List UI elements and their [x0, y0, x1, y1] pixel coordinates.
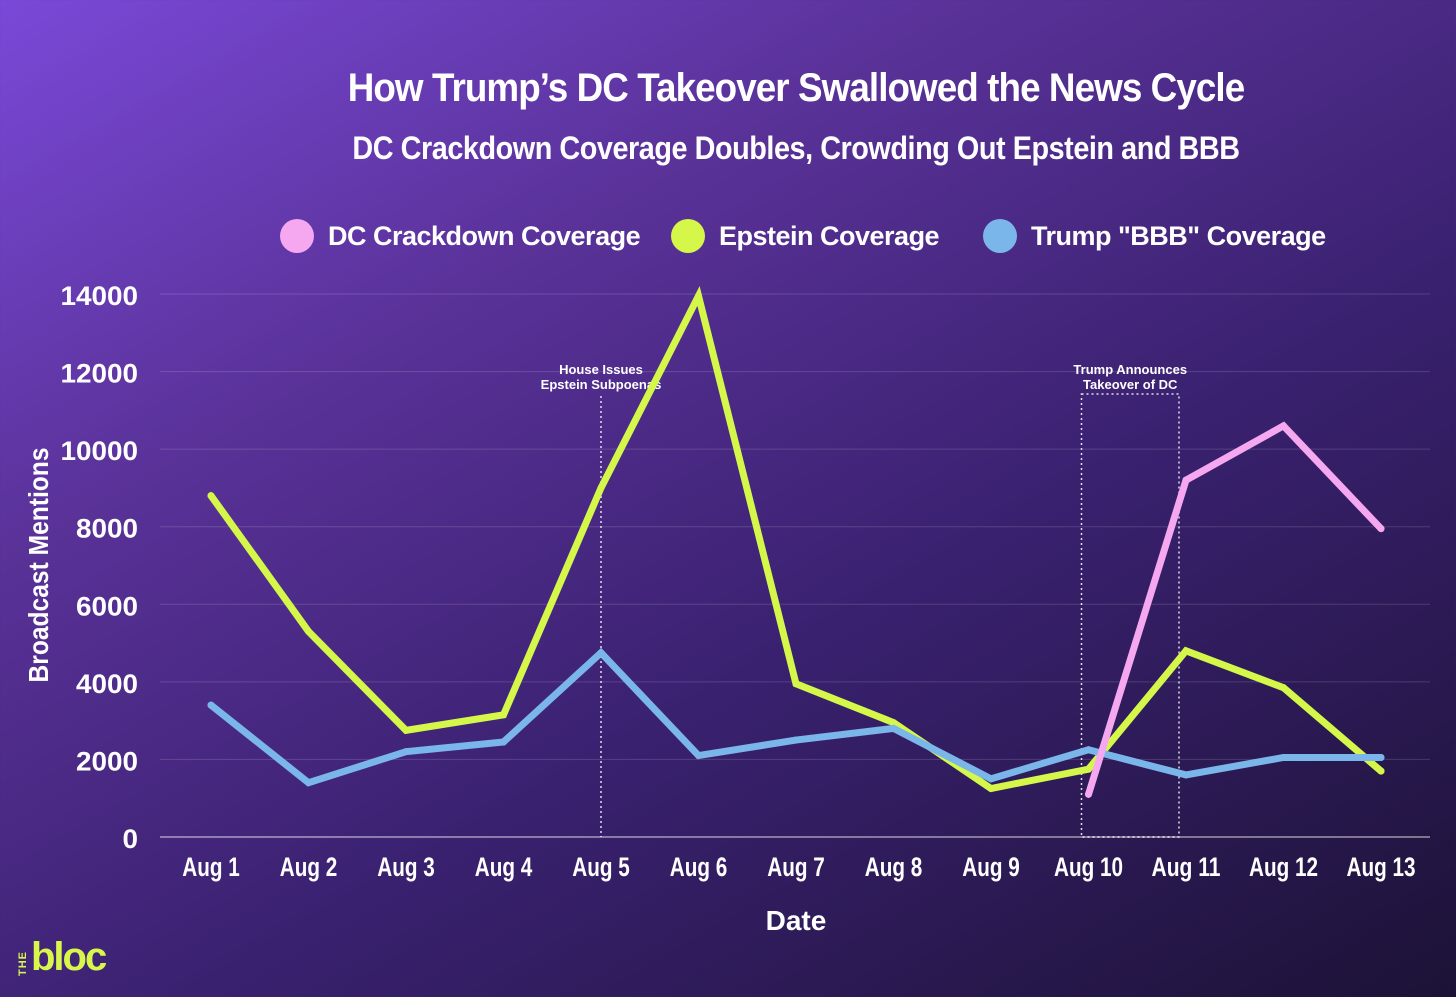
series-line-dc-crackdown [1085, 421, 1385, 798]
annotation-label-house-subpoenas-1: House Issues [559, 362, 643, 377]
data-point-trump-bbb-aug-9 [987, 775, 995, 783]
data-point-trump-bbb-aug-3 [402, 748, 410, 756]
legend-swatch-epstein [671, 219, 705, 253]
data-point-trump-bbb-aug-13 [1377, 753, 1385, 761]
data-point-trump-bbb-aug-10 [1085, 746, 1092, 754]
x-tick-label-aug-8: Aug 8 [865, 852, 923, 882]
annotation-label-dc-takeover-1: Trump Announces [1073, 362, 1187, 377]
y-tick-label-12000: 12000 [61, 359, 139, 389]
data-point-dc-crackdown-aug-11 [1182, 476, 1190, 484]
x-tick-label-aug-2: Aug 2 [280, 852, 338, 882]
x-tick-label-aug-13: Aug 13 [1347, 852, 1416, 882]
series-trump-bbb [207, 647, 1385, 787]
legend-item-epstein: Epstein Coverage [671, 212, 940, 260]
x-tick-label-aug-10: Aug 10 [1054, 852, 1123, 882]
data-point-epstein-aug-1 [207, 492, 215, 500]
data-point-trump-bbb-aug-6 [695, 752, 702, 760]
chart-legend: DC Crackdown Coverage Epstein Coverage T… [0, 212, 1456, 260]
legend-swatch-trump-bbb [983, 219, 1017, 253]
logo-bloc-text: bloc [31, 935, 107, 979]
data-point-epstein-aug-8 [890, 719, 897, 727]
legend-item-trump-bbb: Trump "BBB" Coverage [983, 212, 1326, 260]
data-point-epstein-aug-6 [695, 292, 702, 300]
series-epstein [207, 286, 1385, 793]
annotation-label-house-subpoenas-2: Epstein Subpoenas [541, 377, 662, 392]
x-tick-label-aug-5: Aug 5 [572, 852, 630, 882]
data-point-epstein-aug-2 [305, 627, 312, 635]
series-line-epstein [207, 286, 1385, 793]
data-point-epstein-aug-13 [1377, 767, 1385, 775]
data-point-epstein-aug-9 [987, 785, 995, 793]
data-point-trump-bbb-aug-4 [500, 738, 507, 746]
legend-label-dc-crackdown: DC Crackdown Coverage [328, 220, 641, 251]
data-point-epstein-aug-3 [402, 726, 410, 734]
data-point-trump-bbb-aug-2 [305, 779, 312, 787]
legend-item-dc-crackdown: DC Crackdown Coverage [280, 212, 641, 260]
data-point-trump-bbb-aug-11 [1182, 771, 1190, 779]
data-point-trump-bbb-aug-5 [597, 649, 605, 657]
x-tick-label-aug-6: Aug 6 [670, 852, 728, 882]
data-point-trump-bbb-aug-8 [890, 724, 897, 732]
data-point-epstein-aug-7 [792, 680, 800, 688]
logo-the-text: THE [17, 951, 29, 976]
y-tick-label-8000: 8000 [76, 514, 138, 544]
y-tick-label-0: 0 [123, 824, 139, 854]
x-tick-label-aug-4: Aug 4 [475, 852, 533, 882]
legend-label-epstein: Epstein Coverage [719, 220, 940, 251]
data-point-epstein-aug-10 [1085, 765, 1092, 773]
x-tick-label-aug-7: Aug 7 [767, 852, 825, 882]
data-point-epstein-aug-12 [1280, 684, 1287, 692]
x-tick-label-aug-12: Aug 12 [1249, 852, 1318, 882]
data-point-epstein-aug-11 [1182, 647, 1190, 655]
x-tick-label-aug-11: Aug 11 [1152, 852, 1221, 882]
y-tick-label-4000: 4000 [76, 669, 138, 699]
annotation-label-dc-takeover-2: Takeover of DC [1083, 377, 1178, 392]
legend-label-trump-bbb: Trump "BBB" Coverage [1031, 220, 1326, 251]
x-tick-label-aug-1: Aug 1 [182, 852, 240, 882]
data-point-dc-crackdown-aug-13 [1377, 525, 1385, 533]
legend-swatch-dc-crackdown [280, 219, 314, 253]
data-point-dc-crackdown-aug-12 [1280, 422, 1287, 430]
data-point-trump-bbb-aug-12 [1280, 753, 1287, 761]
data-point-epstein-aug-4 [500, 711, 507, 719]
y-tick-label-6000: 6000 [76, 591, 138, 621]
data-point-dc-crackdown-aug-10 [1085, 790, 1092, 798]
y-tick-label-10000: 10000 [61, 436, 139, 466]
x-axis-title: Date [766, 905, 827, 936]
y-tick-label-14000: 14000 [61, 281, 139, 311]
chart-subtitle: DC Crackdown Coverage Doubles, Crowding … [352, 130, 1240, 166]
chart-title: How Trump’s DC Takeover Swallowed the Ne… [347, 66, 1245, 110]
series-dc-crackdown [1085, 421, 1385, 798]
y-tick-label-2000: 2000 [76, 746, 138, 776]
y-axis-title: Broadcast Mentions [23, 448, 54, 683]
data-point-trump-bbb-aug-7 [792, 736, 800, 744]
x-tick-label-aug-9: Aug 9 [962, 852, 1020, 882]
x-tick-label-aug-3: Aug 3 [377, 852, 435, 882]
data-point-epstein-aug-5 [597, 484, 605, 492]
bloc-logo: THE bloc [17, 932, 107, 979]
data-point-trump-bbb-aug-1 [207, 701, 215, 709]
